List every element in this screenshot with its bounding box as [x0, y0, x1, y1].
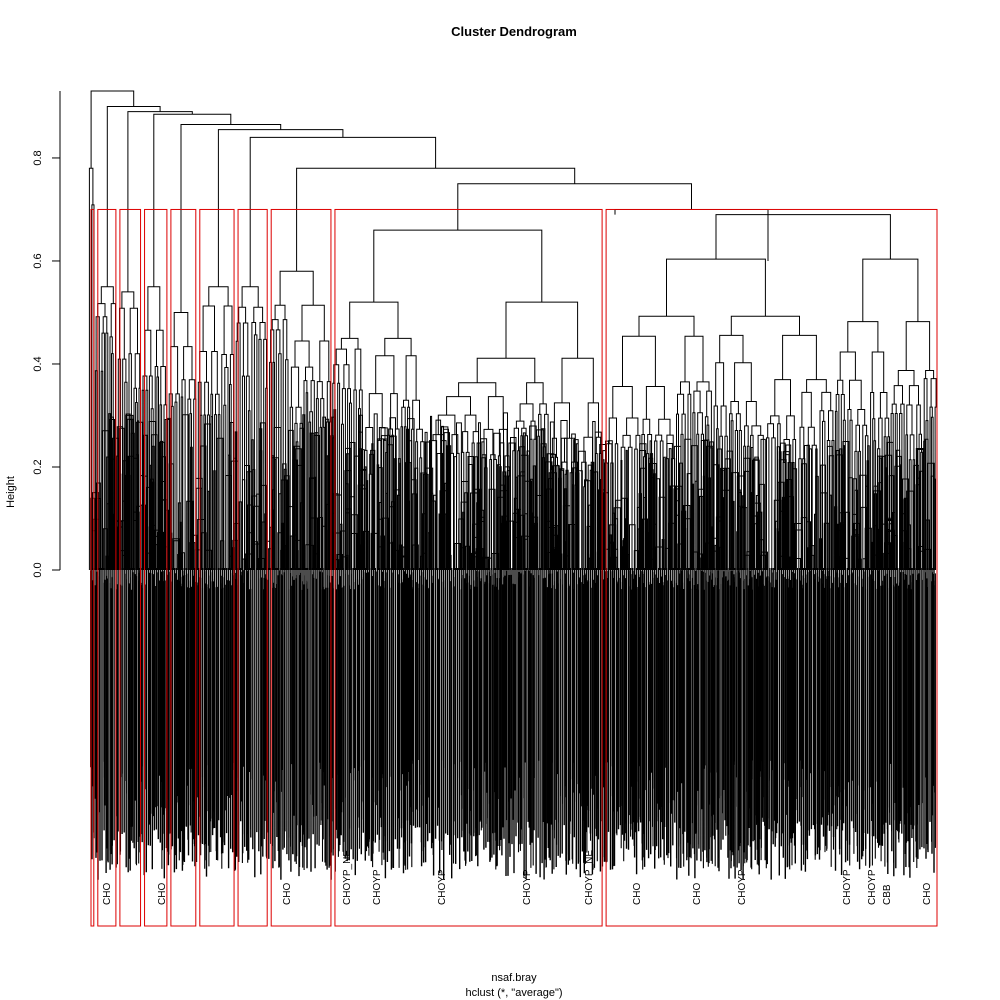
leaf-label: CHOYP	[437, 869, 448, 905]
leaf-labels: CHOYP_NE CHOYP CHOYP CHOYP CHOYP_NE CHO CHO CHO…	[102, 850, 933, 905]
leaf-label: CHOYP_NE	[342, 850, 353, 905]
y-axis: 0.0 0.2 0.4 0.6 0.8	[32, 91, 61, 578]
leaf-label: CHOYP_NE	[584, 850, 595, 905]
cluster-cut-boxes	[90, 208, 938, 927]
y-tick-label: 0.4	[32, 356, 44, 371]
chart-title: Cluster Dendrogram	[451, 24, 577, 39]
leaf-label-texture	[90, 570, 936, 870]
leaf-label: CHOYP	[737, 869, 748, 905]
leaf-label: CBB	[882, 884, 893, 905]
y-tick-label: 0.6	[32, 253, 44, 268]
x-axis-label: nsaf.bray	[491, 972, 537, 984]
leaf-label: CHOYP	[372, 869, 383, 905]
leaf-label: CHOYP	[842, 869, 853, 905]
leaf-label: CHO	[632, 883, 643, 905]
cluster-box	[170, 208, 197, 927]
cluster-box	[237, 208, 268, 927]
y-tick-label: 0.8	[32, 150, 44, 165]
leaf-label: CHO	[102, 883, 113, 905]
cluster-box	[144, 208, 168, 927]
leaf-label: CHO	[922, 883, 933, 905]
cluster-box	[90, 208, 95, 927]
leaf-label: CHO	[692, 883, 703, 905]
cluster-box	[119, 208, 142, 927]
leaf-label-region	[90, 568, 936, 880]
y-tick-label: 0.0	[32, 562, 44, 577]
cluster-box	[334, 208, 603, 927]
cluster-box	[605, 208, 938, 927]
leaf-label: CHOYP	[867, 869, 878, 905]
leaf-label: CHOYP	[522, 869, 533, 905]
y-tick-label: 0.2	[32, 459, 44, 474]
leaf-label: CHO	[282, 883, 293, 905]
cluster-box	[97, 208, 117, 927]
cluster-box	[199, 208, 235, 927]
y-axis-label: Height	[5, 476, 17, 508]
leaf-label: CHO	[157, 883, 168, 905]
cluster-box	[270, 208, 332, 927]
x-axis-sublabel: hclust (*, "average")	[465, 987, 562, 999]
